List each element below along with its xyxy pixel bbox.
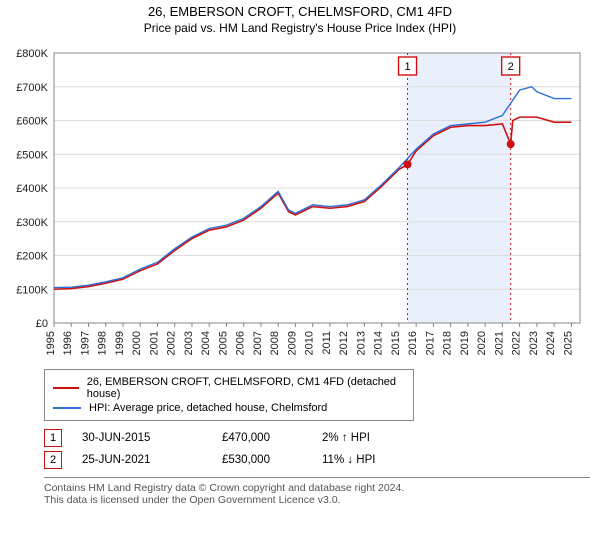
footer-line-1: Contains HM Land Registry data © Crown c… xyxy=(44,482,590,494)
svg-text:2025: 2025 xyxy=(562,331,574,355)
legend-item: HPI: Average price, detached house, Chel… xyxy=(53,402,405,414)
svg-text:£800K: £800K xyxy=(16,48,48,60)
svg-text:£500K: £500K xyxy=(16,149,48,161)
footer: Contains HM Land Registry data © Crown c… xyxy=(44,477,590,506)
sale-price: £530,000 xyxy=(222,454,302,466)
sale-delta: 2% ↑ HPI xyxy=(322,432,412,444)
svg-text:£600K: £600K xyxy=(16,116,48,128)
svg-text:2014: 2014 xyxy=(373,331,385,355)
sale-date: 25-JUN-2021 xyxy=(82,454,202,466)
svg-text:2009: 2009 xyxy=(286,331,298,355)
svg-text:£700K: £700K xyxy=(16,82,48,94)
chart-subtitle: Price paid vs. HM Land Registry's House … xyxy=(0,19,600,35)
svg-text:£100K: £100K xyxy=(16,284,48,296)
svg-text:2006: 2006 xyxy=(235,331,247,355)
svg-text:2: 2 xyxy=(508,61,514,73)
sale-date: 30-JUN-2015 xyxy=(82,432,202,444)
sale-marker: 1 xyxy=(44,429,62,447)
legend-label: 26, EMBERSON CROFT, CHELMSFORD, CM1 4FD … xyxy=(87,376,405,400)
svg-text:2005: 2005 xyxy=(217,331,229,355)
svg-text:2016: 2016 xyxy=(407,331,419,355)
svg-text:2013: 2013 xyxy=(355,331,367,355)
svg-text:2002: 2002 xyxy=(166,331,178,355)
sales-table: 1 30-JUN-2015 £470,000 2% ↑ HPI 2 25-JUN-2021… xyxy=(44,429,590,469)
footer-line-2: This data is licensed under the Open Gov… xyxy=(44,494,590,506)
svg-text:2017: 2017 xyxy=(424,331,436,355)
sale-price: £470,000 xyxy=(222,432,302,444)
svg-text:1998: 1998 xyxy=(97,331,109,355)
svg-text:1995: 1995 xyxy=(45,331,57,355)
svg-text:1999: 1999 xyxy=(114,331,126,355)
svg-text:£200K: £200K xyxy=(16,251,48,263)
svg-text:2001: 2001 xyxy=(148,331,160,355)
sale-row: 1 30-JUN-2015 £470,000 2% ↑ HPI xyxy=(44,429,590,447)
svg-text:£400K: £400K xyxy=(16,183,48,195)
svg-text:2022: 2022 xyxy=(511,331,523,355)
svg-text:2023: 2023 xyxy=(528,331,540,355)
svg-text:2021: 2021 xyxy=(493,331,505,355)
svg-text:1997: 1997 xyxy=(79,331,91,355)
svg-text:2020: 2020 xyxy=(476,331,488,355)
svg-text:2024: 2024 xyxy=(545,331,557,355)
sale-delta: 11% ↓ HPI xyxy=(322,454,412,466)
svg-text:2012: 2012 xyxy=(338,331,350,355)
svg-text:2010: 2010 xyxy=(304,331,316,355)
svg-text:2003: 2003 xyxy=(183,331,195,355)
svg-text:2000: 2000 xyxy=(131,331,143,355)
svg-text:£0: £0 xyxy=(36,318,48,330)
svg-text:2019: 2019 xyxy=(459,331,471,355)
sale-row: 2 25-JUN-2021 £530,000 11% ↓ HPI xyxy=(44,451,590,469)
legend-swatch xyxy=(53,387,79,389)
chart-area: £0 £100K £200K £300K £400K £500K £600K £700K £80… xyxy=(10,43,590,363)
svg-text:1996: 1996 xyxy=(62,331,74,355)
chart-title: 26, EMBERSON CROFT, CHELMSFORD, CM1 4FD xyxy=(0,0,600,19)
svg-text:1: 1 xyxy=(404,61,410,73)
svg-text:2004: 2004 xyxy=(200,331,212,355)
svg-text:2011: 2011 xyxy=(321,331,333,355)
svg-text:2018: 2018 xyxy=(442,331,454,355)
legend-label: HPI: Average price, detached house, Chel… xyxy=(89,402,327,414)
sale-marker: 2 xyxy=(44,451,62,469)
legend: 26, EMBERSON CROFT, CHELMSFORD, CM1 4FD … xyxy=(44,369,414,421)
price-chart-card: 26, EMBERSON CROFT, CHELMSFORD, CM1 4FD … xyxy=(0,0,600,560)
svg-text:2015: 2015 xyxy=(390,331,402,355)
legend-swatch xyxy=(53,407,81,409)
svg-text:2007: 2007 xyxy=(252,331,264,355)
svg-text:£300K: £300K xyxy=(16,217,48,229)
legend-item: 26, EMBERSON CROFT, CHELMSFORD, CM1 4FD … xyxy=(53,376,405,400)
line-chart: £0 £100K £200K £300K £400K £500K £600K £700K £80… xyxy=(10,43,590,363)
svg-text:2008: 2008 xyxy=(269,331,281,355)
